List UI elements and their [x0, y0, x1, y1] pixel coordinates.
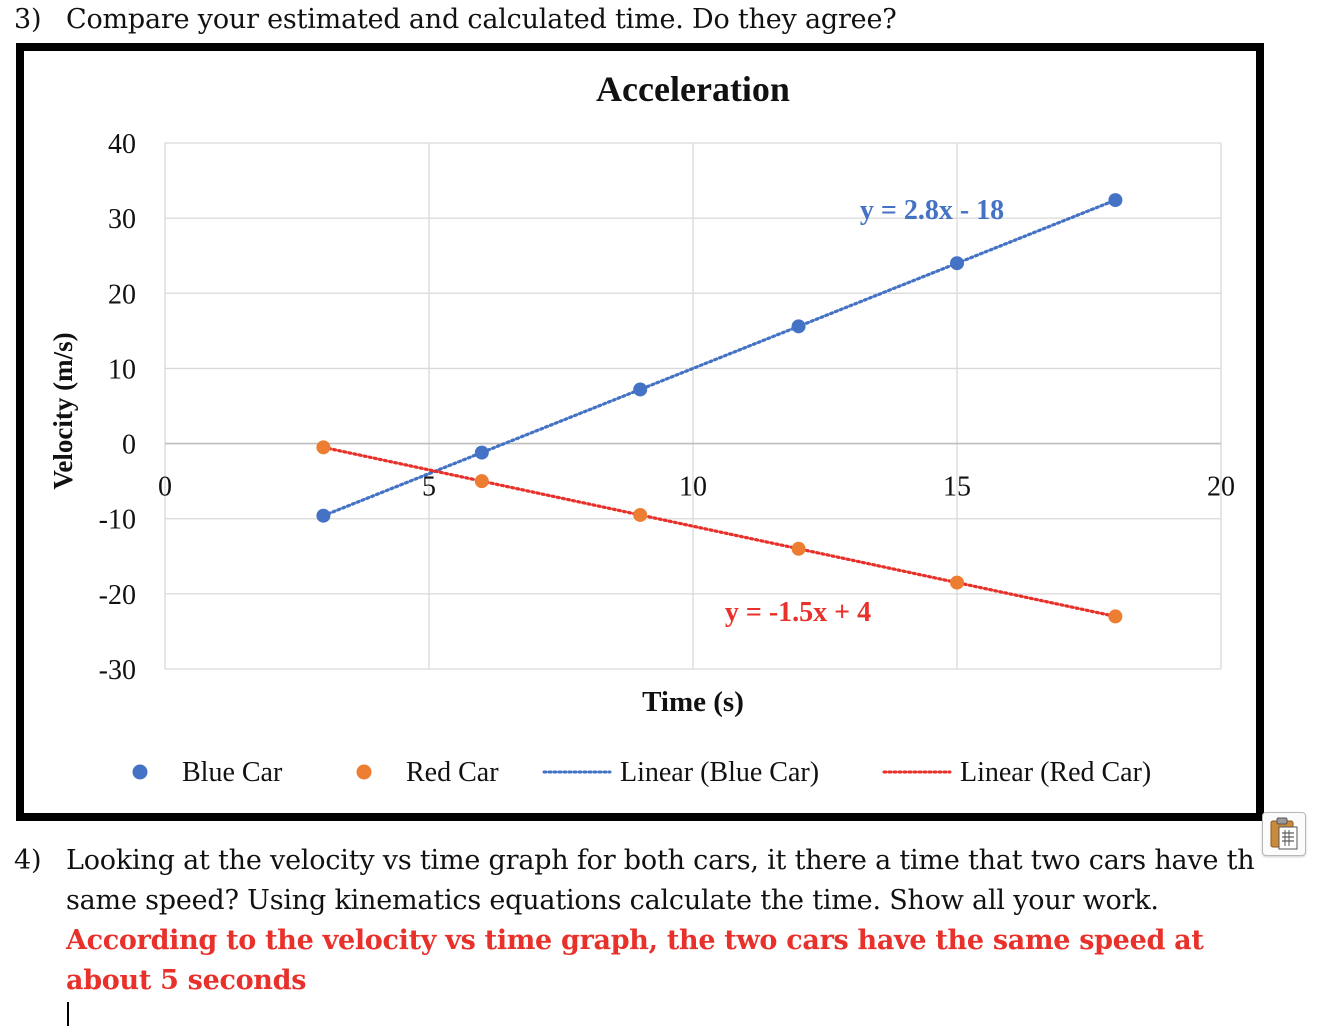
paste-options-button[interactable] [1262, 812, 1306, 856]
y-tick-label-6: -20 [99, 580, 136, 611]
legend-label-red-car: Red Car [406, 757, 499, 788]
series-0-point-0 [316, 508, 331, 523]
chart-frame: Acceleration 40 30 20 10 0 -10 -20 -30 0 5 10 15 20 Ti… [16, 43, 1264, 821]
x-tick-label-0: 0 [158, 472, 172, 503]
y-tick-label-2: 20 [108, 279, 136, 310]
question-3: 3) Compare your estimated and calculated … [14, 4, 897, 35]
legend-marker-red-car [356, 764, 372, 780]
text-cursor [67, 1002, 69, 1026]
question-3-number: 3) [14, 4, 42, 35]
answer-line-1: According to the velocity vs time graph,… [66, 925, 1204, 956]
series-0-point-1 [474, 445, 489, 460]
x-tick-label-2: 10 [679, 472, 707, 503]
question-4-line-1: Looking at the velocity vs time graph fo… [66, 845, 1255, 876]
legend-marker-blue-car [132, 764, 148, 780]
question-4-line-2: same speed? Using kinematics equations c… [66, 885, 1159, 916]
x-tick-label-4: 20 [1207, 472, 1235, 503]
x-tick-label-1: 5 [422, 472, 436, 503]
legend-label-linear-red-car: Linear (Red Car) [960, 757, 1151, 788]
y-tick-label-4: 0 [122, 430, 136, 461]
y-axis-label: Velocity (m/s) [48, 332, 78, 489]
series-0-point-4 [950, 256, 964, 271]
question-3-text: Compare your estimated and calculated ti… [66, 4, 897, 35]
legend-label-linear-blue-car: Linear (Blue Car) [620, 757, 819, 788]
acceleration-chart: Acceleration 40 30 20 10 0 -10 -20 -30 0 5 10 15 20 Ti… [48, 69, 1235, 788]
series-1-point-3 [791, 541, 806, 556]
series-1-point-5 [1108, 609, 1123, 624]
y-tick-label-0: 40 [108, 129, 136, 160]
series-1-point-1 [474, 474, 489, 489]
y-tick-label-5: -10 [99, 505, 136, 536]
question-4: 4) Looking at the velocity vs time graph … [14, 845, 1255, 876]
series-0-point-3 [791, 319, 806, 334]
series-1-point-2 [633, 507, 648, 522]
chart-title: Acceleration [596, 69, 790, 109]
series-1-point-0 [316, 440, 331, 455]
trendline-1 [321, 445, 1118, 619]
series-0-point-2 [633, 382, 648, 397]
series-1-point-4 [950, 575, 964, 590]
legend-label-blue-car: Blue Car [182, 757, 283, 788]
y-tick-label-3: 10 [108, 354, 136, 385]
trendline-1-equation: y = -1.5x + 4 [725, 597, 871, 628]
trendline-0-equation: y = 2.8x - 18 [860, 195, 1004, 226]
y-tick-label-1: 30 [108, 204, 136, 235]
x-tick-label-3: 15 [943, 472, 971, 503]
question-4-number: 4) [14, 845, 42, 876]
answer-line-2: about 5 seconds [66, 965, 307, 996]
clipboard-paste-icon [1270, 817, 1298, 850]
x-axis-label: Time (s) [642, 686, 744, 718]
trendline-0 [321, 198, 1118, 518]
series-0-point-5 [1108, 193, 1123, 208]
y-tick-label-7: -30 [99, 655, 136, 686]
